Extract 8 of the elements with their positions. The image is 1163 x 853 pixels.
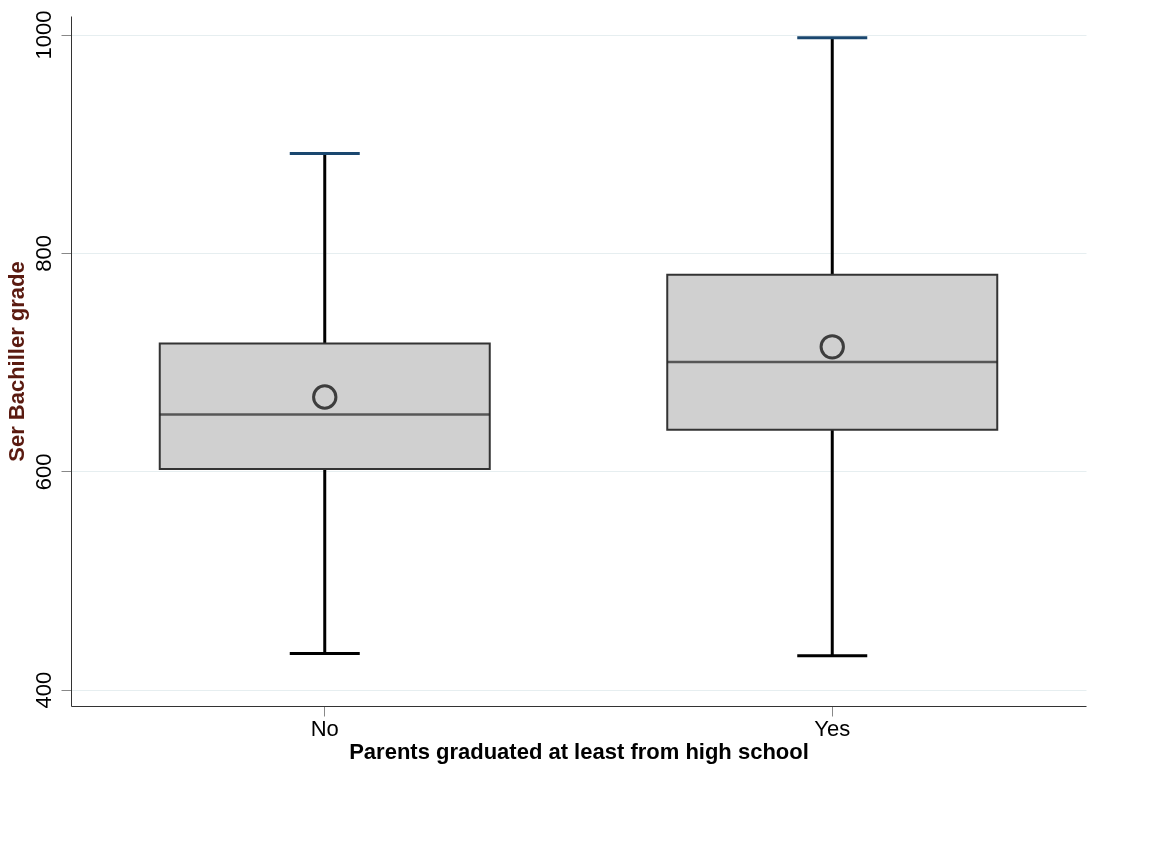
y-tick-label: 800 (30, 235, 56, 272)
y-axis-title: Ser Bachiller grade (3, 261, 29, 462)
y-tick-label: 1000 (30, 10, 56, 60)
x-axis-title: Parents graduated at least from high school (349, 738, 809, 764)
x-tick-label: Yes (814, 715, 851, 741)
y-tick-label: 400 (30, 671, 56, 709)
y-tick-label: 600 (30, 453, 56, 491)
x-tick-label: No (310, 715, 339, 741)
